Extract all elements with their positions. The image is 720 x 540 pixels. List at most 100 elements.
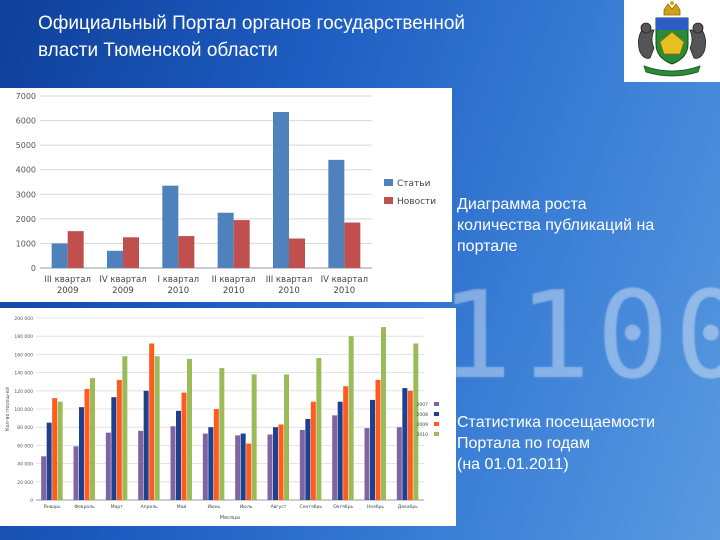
bar-news [233,220,250,268]
bar-2008 [402,388,408,500]
bar-2009 [181,392,187,500]
bar-articles [51,243,68,268]
x-tick-label: I квартал [158,275,200,285]
bar-news [289,238,305,268]
bar-2007 [138,430,144,500]
chart2-caption-line1: Статистика посещаемости [457,414,656,431]
bar-2009 [407,390,413,500]
legend-swatch [434,402,439,406]
legend-label: Новости [397,197,436,207]
coat-of-arms-icon [638,1,706,77]
bar-2010 [413,343,419,500]
y-tick-label: 60 000 [17,443,33,449]
x-tick-label: 2009 [112,286,134,296]
x-tick-label: Апрель [141,504,159,510]
bar-2008 [208,427,214,500]
chart2-caption: Статистика посещаемости Портала по годам… [457,412,707,475]
bar-2010 [90,378,95,500]
bar-2010 [57,401,63,500]
x-tick-label: 2009 [57,286,79,296]
bar-2007 [202,433,208,500]
bar-2009 [310,401,316,500]
y-tick-label: 120 000 [14,389,33,395]
y-tick-label: 4000 [16,166,36,175]
bar-2008 [240,433,246,500]
bar-2010 [154,356,160,500]
bar-articles [217,212,234,268]
x-tick-label: 2010 [334,286,356,296]
bar-news [344,222,361,268]
x-tick-label: III квартал [44,275,91,285]
x-tick-label: 2010 [278,286,300,296]
bar-2008 [79,407,84,500]
chart2-caption-line2: Портала по годам [457,435,590,452]
x-tick-label: Февраль [74,504,95,510]
bar-2007 [396,427,402,500]
x-tick-label: Сентябрь [300,504,323,510]
y-tick-label: 140 000 [14,371,33,377]
visits-chart-svg: 0 20 000 40 000 60 000 80 000 100 000 120 000 1… [4,316,439,521]
y-tick-label: 20 000 [17,480,33,486]
bar-2010 [348,336,354,500]
legend-swatch [434,412,439,416]
bar-2010 [381,327,386,500]
y-tick-label: 2000 [16,215,36,224]
y-tick-label: 1000 [16,239,36,248]
bar-2007 [170,426,176,500]
x-tick-label: IV квартал [321,275,368,285]
legend-swatch [384,179,393,186]
chart1-caption: Диаграмма роста количества публикаций на… [457,194,707,257]
y-tick-label: 200 000 [14,316,33,322]
legend-label: 2008 [417,412,429,418]
title-line-2: власти Тюменской области [38,40,278,61]
bar-articles [107,250,123,268]
legend-swatch [384,197,393,204]
x-tick-label: Май [177,503,187,510]
bar-2008 [111,397,117,500]
y-tick-label: 0 [31,264,36,273]
y-axis-label: Кол-во посещ-ей [4,387,11,431]
bar-2007 [332,415,338,500]
x-tick-label: 2010 [168,286,190,296]
publications-chart-svg: 0 1000 2000 3000 4000 5000 6000 7000 III квартал… [16,92,437,296]
background-digits: 1100 [440,267,720,406]
x-tick-label: Март [111,504,123,510]
bar-2010 [284,374,289,500]
y-tick-label: 180 000 [14,334,33,340]
bar-2010 [251,374,257,500]
y-tick-label: 6000 [16,117,36,126]
chart1-caption-line2: количества публикаций на [457,217,655,234]
x-tick-label: Декабрь [398,504,418,510]
bar-2007 [73,446,79,500]
bar-2009 [149,343,155,500]
legend-label: 2010 [417,432,429,438]
bar-2009 [52,398,58,500]
x-tick-label: Октябрь [333,504,353,510]
bar-articles [328,159,345,268]
bar-2008 [370,399,375,500]
x-tick-label: IV квартал [99,275,146,285]
legend-label: 2007 [417,402,429,408]
bar-2008 [143,390,149,500]
bar-2010 [219,368,225,500]
x-tick-label: Июль [240,504,253,510]
bar-news [123,237,139,268]
bar-2009 [278,424,284,500]
bar-2007 [267,434,273,500]
y-tick-label: 7000 [16,92,36,101]
legend-label: Статьи [397,179,431,189]
legend-swatch [434,422,439,426]
y-tick-label: 80 000 [17,425,33,431]
visits-statistics-chart: 0 20 000 40 000 60 000 80 000 100 000 120 000 1… [0,308,456,526]
y-tick-label: 3000 [16,190,36,199]
bar-news [67,231,84,268]
legend-swatch [434,432,439,436]
x-tick-label: Январь [44,504,61,510]
chart1-caption-line1: Диаграмма роста [457,196,587,213]
chart2-caption-line3: (на 01.01.2011) [457,456,569,473]
x-tick-label: Ноябрь [367,504,384,510]
bar-2009 [213,409,219,500]
x-tick-label: Июнь [207,504,220,510]
chart1-caption-line3: портале [457,238,518,255]
bar-articles [273,111,289,268]
